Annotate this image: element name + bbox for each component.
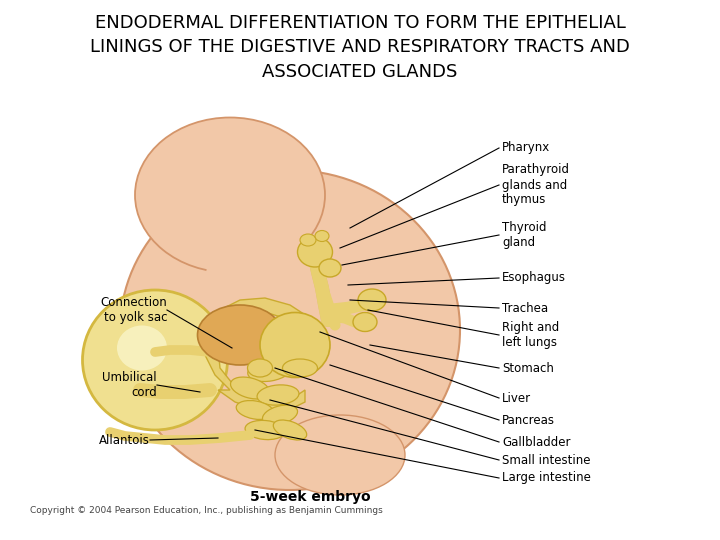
Text: Gallbladder: Gallbladder — [502, 435, 570, 449]
Ellipse shape — [315, 231, 329, 241]
Ellipse shape — [135, 118, 325, 273]
Ellipse shape — [282, 359, 318, 377]
Ellipse shape — [358, 289, 386, 311]
Text: Trachea: Trachea — [502, 301, 548, 314]
Ellipse shape — [83, 290, 228, 430]
Text: Umbilical
cord: Umbilical cord — [102, 371, 157, 399]
Ellipse shape — [205, 235, 325, 325]
Text: ENDODERMAL DIFFERENTIATION TO FORM THE EPITHELIAL
LININGS OF THE DIGESTIVE AND R: ENDODERMAL DIFFERENTIATION TO FORM THE E… — [90, 14, 630, 80]
Text: Allantois: Allantois — [99, 434, 150, 447]
Text: Pharynx: Pharynx — [502, 141, 550, 154]
Ellipse shape — [117, 326, 167, 370]
Ellipse shape — [300, 234, 316, 246]
Ellipse shape — [248, 359, 272, 377]
Text: Pancreas: Pancreas — [502, 414, 555, 427]
Ellipse shape — [248, 359, 292, 382]
Ellipse shape — [260, 313, 330, 377]
Text: Liver: Liver — [502, 392, 531, 404]
Ellipse shape — [263, 405, 297, 425]
Ellipse shape — [275, 415, 405, 495]
Ellipse shape — [257, 385, 299, 405]
Ellipse shape — [197, 305, 282, 365]
Text: Large intestine: Large intestine — [502, 471, 591, 484]
Text: Right and
left lungs: Right and left lungs — [502, 321, 559, 349]
Text: 5-week embryo: 5-week embryo — [250, 490, 370, 504]
Ellipse shape — [236, 401, 274, 420]
Ellipse shape — [297, 237, 333, 267]
Text: Stomach: Stomach — [502, 361, 554, 375]
Ellipse shape — [120, 170, 460, 490]
Text: Small intestine: Small intestine — [502, 454, 590, 467]
Ellipse shape — [245, 420, 285, 440]
Polygon shape — [205, 298, 310, 412]
Text: Copyright © 2004 Pearson Education, Inc., publishing as Benjamin Cummings: Copyright © 2004 Pearson Education, Inc.… — [30, 506, 383, 515]
Ellipse shape — [353, 313, 377, 332]
Text: Esophagus: Esophagus — [502, 272, 566, 285]
Text: Thyroid
gland: Thyroid gland — [502, 221, 546, 249]
Ellipse shape — [230, 377, 269, 399]
Ellipse shape — [274, 420, 307, 440]
Text: Parathyroid
glands and
thymus: Parathyroid glands and thymus — [502, 164, 570, 206]
Ellipse shape — [319, 259, 341, 277]
Text: Connection
to yolk sac: Connection to yolk sac — [100, 296, 167, 324]
